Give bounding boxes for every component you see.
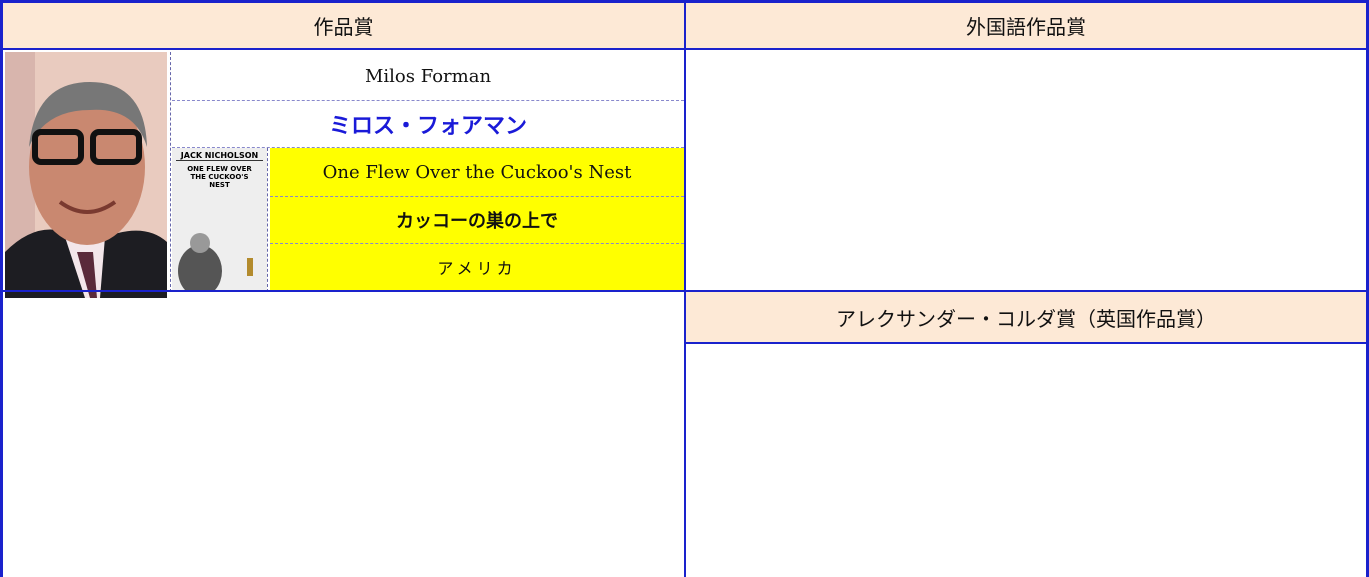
country-cell: アメリカ: [270, 244, 684, 290]
header-text: アレクサンダー・コルダ賞（英国作品賞）: [836, 306, 1216, 331]
separator: [170, 52, 171, 292]
name-ja-cell: ミロス・フォアマン: [172, 101, 684, 148]
film-ja-cell: カッコーの巣の上で: [270, 197, 684, 244]
poster-image: [178, 233, 253, 292]
name-en-cell: Milos Forman: [172, 52, 684, 101]
country: アメリカ: [437, 259, 517, 278]
film-poster: JACK NICHOLSON ONE FLEW OVER THE CUCKOO'…: [172, 148, 267, 292]
divider: [684, 0, 686, 577]
film-ja: カッコーの巣の上で: [396, 211, 558, 232]
separator: [267, 148, 270, 292]
header-cell: 外国語作品賞: [686, 3, 1366, 50]
film-en: One Flew Over the Cuckoo's Nest: [322, 161, 632, 183]
name-en: Milos Forman: [364, 65, 492, 87]
header-text: 作品賞: [313, 15, 374, 39]
name-ja: ミロス・フォアマン: [328, 114, 527, 139]
header-cell: 作品賞: [3, 3, 684, 50]
poster-actor: JACK NICHOLSON: [176, 148, 263, 161]
header-cell: アレクサンダー・コルダ賞（英国作品賞）: [686, 292, 1366, 344]
poster-title: ONE FLEW OVER THE CUCKOO'S NEST: [187, 165, 252, 189]
row-border: [3, 290, 1366, 292]
film-en-cell: One Flew Over the Cuckoo's Nest: [270, 148, 684, 197]
header-text: 外国語作品賞: [966, 15, 1086, 39]
portrait-photo: [5, 52, 167, 298]
